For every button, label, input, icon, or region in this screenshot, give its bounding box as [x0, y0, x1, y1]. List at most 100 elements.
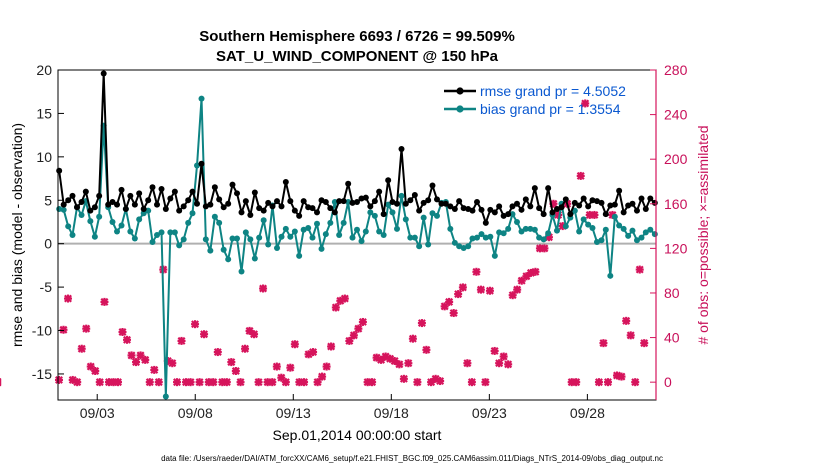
nobs-marker — [490, 346, 499, 355]
bias-point — [91, 233, 98, 240]
bias-point — [527, 225, 534, 232]
rmse-point — [251, 189, 258, 196]
bias-point — [380, 232, 387, 238]
bias-point — [362, 228, 369, 235]
rmse-point — [314, 209, 321, 216]
nobs-marker — [250, 330, 259, 339]
rmse-point — [247, 212, 254, 219]
rmse-point — [176, 207, 183, 214]
bias-point — [433, 212, 440, 219]
nobs-marker — [231, 367, 240, 376]
rmse-point — [416, 207, 423, 214]
chart-subtitle: SAT_U_WIND_COMPONENT @ 150 hPa — [216, 48, 499, 65]
rmse-point — [322, 199, 329, 205]
rmse-point — [576, 202, 583, 209]
rmse-point — [82, 188, 89, 195]
y2-tick-label: 200 — [664, 151, 688, 167]
bias-point — [291, 228, 298, 235]
y2-tick-label: 0 — [664, 374, 672, 390]
bias-point — [87, 218, 94, 225]
rmse-point — [376, 188, 383, 195]
y-tick-label: 15 — [36, 105, 52, 121]
bias-point — [158, 229, 165, 236]
rmse-point — [638, 195, 645, 202]
rmse-point — [402, 200, 409, 207]
bias-point — [60, 206, 67, 213]
x-tick-label: 09/13 — [276, 405, 311, 421]
rmse-point — [336, 198, 343, 205]
nobs-marker — [422, 345, 431, 354]
rmse-point — [611, 201, 618, 208]
bias-point — [642, 229, 649, 236]
rmse-point — [371, 198, 378, 205]
nobs-marker — [141, 355, 150, 364]
bias-point — [620, 225, 627, 232]
rmse-point — [473, 199, 480, 205]
rmse-point — [198, 160, 205, 167]
bias-point — [318, 245, 325, 252]
nobs-marker — [277, 373, 286, 382]
nobs-marker — [540, 244, 549, 253]
y-tick-label: 0 — [44, 236, 52, 252]
nobs-marker — [313, 378, 322, 387]
bias-point — [616, 222, 623, 229]
nobs-marker — [399, 374, 408, 383]
y-tick-label: -10 — [32, 323, 52, 339]
rmse-point — [620, 209, 627, 216]
bias-point — [234, 235, 241, 242]
rmse-point — [482, 219, 489, 226]
rmse-point — [354, 199, 360, 205]
rmse-point — [540, 211, 547, 218]
rmse-point — [362, 194, 369, 201]
rmse-point — [56, 167, 63, 174]
rmse-point — [558, 204, 565, 211]
nobs-marker — [358, 317, 367, 326]
legend-rmse-marker — [456, 87, 464, 95]
nobs-marker — [485, 286, 494, 295]
bias-point — [482, 234, 489, 241]
bias-point — [385, 201, 392, 208]
bias-point — [327, 219, 334, 226]
bias-point — [465, 243, 472, 250]
rmse-point — [425, 197, 432, 204]
bias-point — [65, 223, 72, 230]
nobs-marker — [73, 378, 82, 387]
bias-point — [189, 210, 196, 217]
bias-point — [251, 255, 258, 262]
nobs-marker — [77, 344, 86, 353]
nobs-marker — [272, 362, 281, 371]
bias-point — [389, 209, 396, 216]
rmse-point — [185, 197, 192, 204]
rmse-point — [349, 199, 356, 206]
nobs-marker — [259, 284, 268, 293]
nobs-marker — [200, 330, 209, 339]
nobs-marker — [495, 359, 504, 368]
y2-tick-label: 240 — [664, 107, 688, 123]
rmse-point — [509, 203, 516, 210]
rmse-point — [442, 200, 449, 207]
bias-point — [580, 216, 587, 223]
y2-axis-label: # of obs: o=possible; ×=assimilated — [695, 125, 711, 344]
bias-point — [118, 222, 125, 229]
bias-point — [220, 246, 227, 253]
bias-point — [402, 216, 409, 223]
rmse-point — [411, 192, 418, 199]
rmse-point — [536, 205, 543, 212]
nobs-marker — [222, 378, 231, 387]
legend-bias-marker — [456, 105, 464, 113]
rmse-point — [189, 188, 196, 195]
bias-point — [531, 226, 538, 233]
bias-point — [629, 227, 636, 234]
bias-point — [611, 213, 618, 220]
rmse-point — [260, 207, 267, 214]
rmse-point — [171, 188, 178, 195]
bias-point — [407, 234, 414, 241]
bias-point — [469, 235, 476, 242]
nobs-marker — [82, 324, 91, 333]
nobs-marker — [54, 375, 63, 384]
rmse-point — [585, 203, 592, 210]
y-tick-label: -15 — [32, 366, 52, 382]
rmse-point — [389, 199, 396, 205]
rmse-point — [238, 209, 245, 216]
rmse-point — [469, 207, 476, 214]
